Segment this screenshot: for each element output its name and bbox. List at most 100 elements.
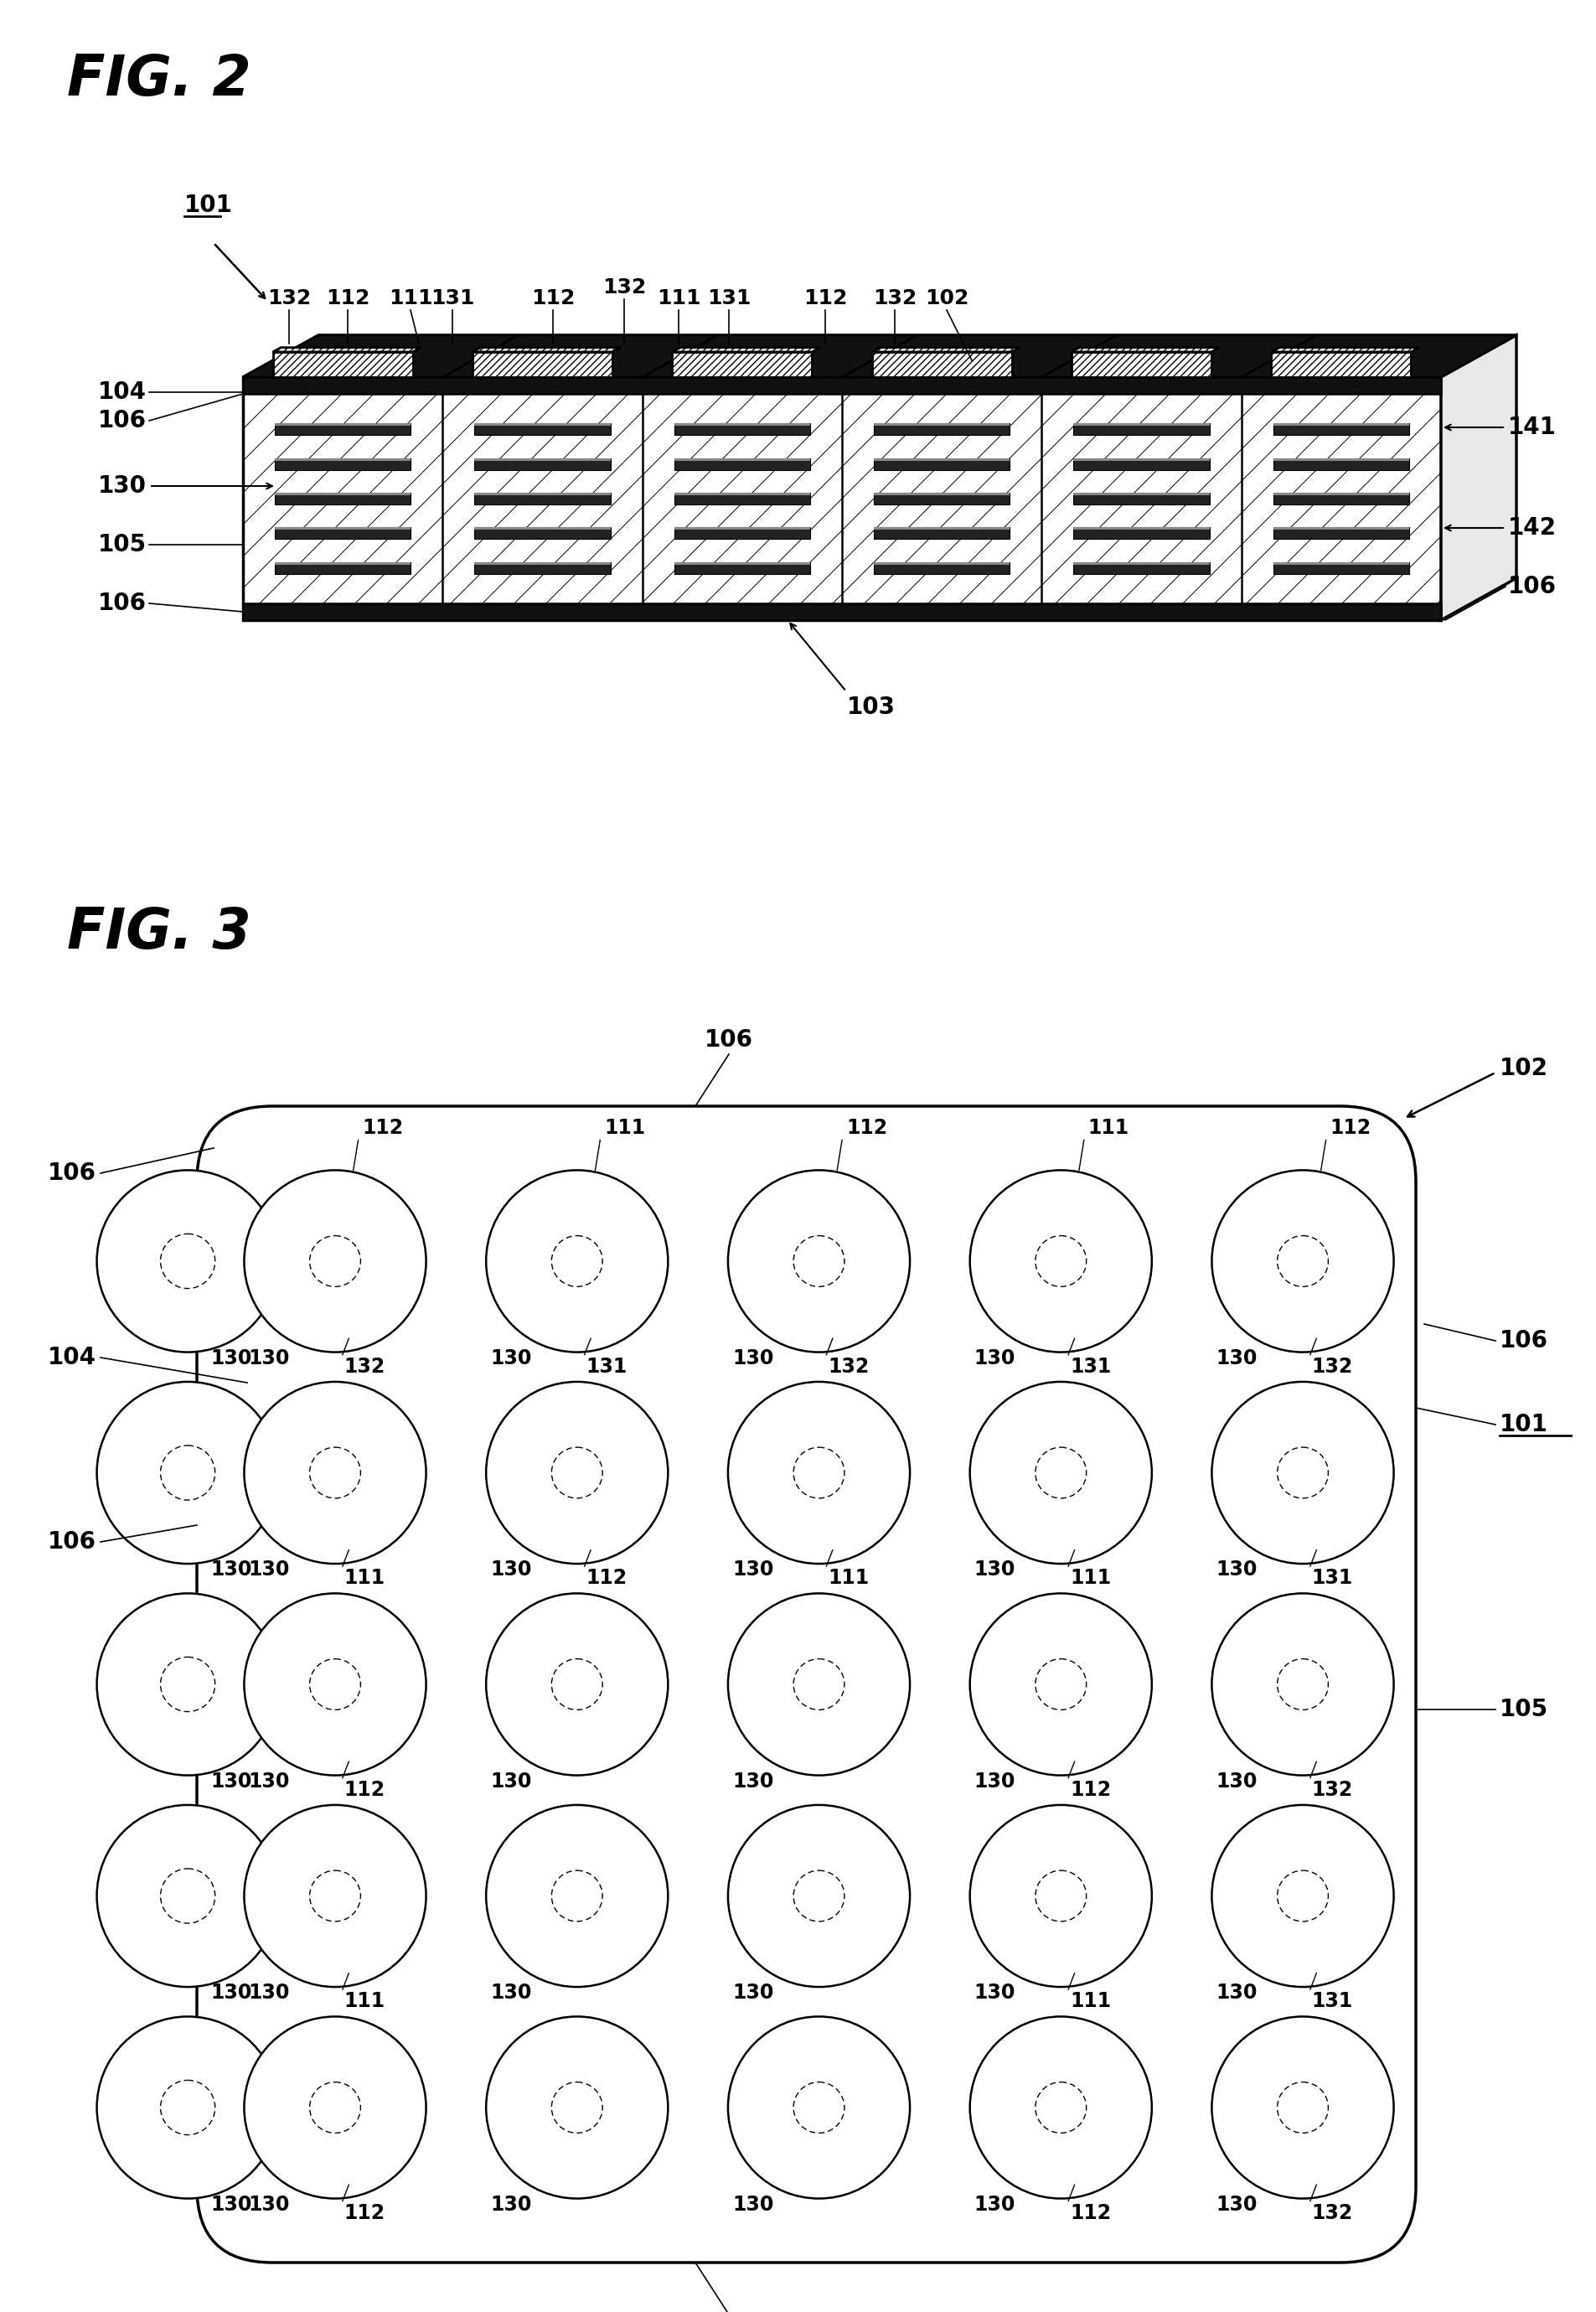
- Text: 112: 112: [586, 1568, 627, 1588]
- Circle shape: [244, 1170, 426, 1353]
- Polygon shape: [275, 562, 410, 573]
- Text: 130: 130: [249, 1561, 289, 1579]
- Polygon shape: [243, 335, 1516, 377]
- Polygon shape: [674, 527, 809, 529]
- Polygon shape: [1073, 458, 1208, 460]
- Polygon shape: [1272, 458, 1408, 469]
- Polygon shape: [273, 347, 420, 351]
- Text: 112: 112: [345, 2203, 385, 2222]
- Text: 131: 131: [707, 289, 750, 307]
- Text: 111: 111: [1069, 1568, 1111, 1588]
- Text: FIG. 2: FIG. 2: [67, 51, 251, 106]
- Text: 111: 111: [603, 1119, 645, 1138]
- Circle shape: [969, 1383, 1151, 1563]
- Polygon shape: [1073, 458, 1208, 469]
- Circle shape: [485, 1383, 667, 1563]
- Polygon shape: [474, 527, 610, 529]
- Text: 130: 130: [974, 1771, 1015, 1792]
- Polygon shape: [873, 562, 1009, 564]
- Polygon shape: [243, 335, 1516, 377]
- Polygon shape: [674, 423, 809, 425]
- Polygon shape: [674, 458, 809, 460]
- Circle shape: [97, 1593, 279, 1776]
- Text: 111: 111: [345, 1991, 385, 2011]
- Text: 130: 130: [1216, 1561, 1256, 1579]
- Polygon shape: [474, 527, 610, 539]
- Text: 130: 130: [974, 1984, 1015, 2002]
- Text: 112: 112: [531, 289, 575, 307]
- Circle shape: [97, 1170, 279, 1353]
- Polygon shape: [275, 423, 410, 425]
- Circle shape: [485, 2016, 667, 2199]
- Polygon shape: [1270, 347, 1419, 351]
- Text: 111: 111: [388, 289, 433, 307]
- Polygon shape: [1270, 351, 1411, 377]
- Circle shape: [728, 2016, 910, 2199]
- Polygon shape: [1272, 527, 1408, 529]
- Polygon shape: [873, 562, 1009, 573]
- Polygon shape: [1272, 562, 1408, 564]
- Text: 132: 132: [873, 289, 916, 307]
- Polygon shape: [275, 423, 410, 435]
- Text: 131: 131: [1312, 1568, 1352, 1588]
- Text: 130: 130: [733, 1984, 772, 2002]
- Text: FIG. 3: FIG. 3: [67, 904, 251, 959]
- Text: 132: 132: [602, 277, 646, 298]
- Text: 130: 130: [733, 1771, 772, 1792]
- Circle shape: [969, 1170, 1151, 1353]
- Circle shape: [97, 1806, 279, 1986]
- Polygon shape: [1272, 423, 1408, 425]
- Text: 111: 111: [828, 1568, 868, 1588]
- Text: 130: 130: [490, 1348, 531, 1369]
- Text: 106: 106: [1507, 576, 1556, 599]
- Text: 130: 130: [211, 1561, 252, 1579]
- Circle shape: [485, 1806, 667, 1986]
- Text: 105: 105: [97, 534, 147, 557]
- Polygon shape: [1272, 527, 1408, 539]
- Circle shape: [728, 1806, 910, 1986]
- Polygon shape: [275, 527, 410, 539]
- Text: 101: 101: [184, 194, 233, 217]
- Text: 132: 132: [1312, 1780, 1352, 1799]
- Text: 111: 111: [1087, 1119, 1128, 1138]
- Polygon shape: [1272, 492, 1408, 495]
- Text: 111: 111: [656, 289, 701, 307]
- Polygon shape: [275, 458, 410, 469]
- Polygon shape: [873, 458, 1009, 460]
- Polygon shape: [1073, 423, 1208, 435]
- Polygon shape: [873, 458, 1009, 469]
- Circle shape: [485, 1593, 667, 1776]
- Polygon shape: [1073, 527, 1208, 529]
- Polygon shape: [474, 562, 610, 573]
- Polygon shape: [1073, 562, 1208, 564]
- Text: 104: 104: [48, 1346, 96, 1369]
- Polygon shape: [474, 492, 610, 495]
- Text: 132: 132: [267, 289, 311, 307]
- Text: 132: 132: [1312, 2203, 1352, 2222]
- Text: 112: 112: [803, 289, 847, 307]
- Text: 106: 106: [97, 592, 147, 615]
- Circle shape: [244, 1593, 426, 1776]
- Text: 105: 105: [1499, 1697, 1548, 1720]
- Text: 142: 142: [1507, 516, 1556, 539]
- Circle shape: [1211, 1593, 1393, 1776]
- Text: 130: 130: [974, 1561, 1015, 1579]
- Polygon shape: [674, 458, 809, 469]
- Text: 141: 141: [1507, 416, 1556, 439]
- Polygon shape: [474, 492, 610, 504]
- Polygon shape: [275, 527, 410, 529]
- Polygon shape: [873, 527, 1009, 539]
- Polygon shape: [1073, 492, 1208, 495]
- Polygon shape: [873, 527, 1009, 529]
- Polygon shape: [275, 492, 410, 504]
- Circle shape: [728, 1593, 910, 1776]
- Polygon shape: [674, 492, 809, 495]
- Text: 132: 132: [345, 1357, 385, 1376]
- Circle shape: [97, 2016, 279, 2199]
- Circle shape: [969, 2016, 1151, 2199]
- Polygon shape: [871, 351, 1012, 377]
- Text: 102: 102: [924, 289, 969, 307]
- Text: 130: 130: [1216, 1771, 1256, 1792]
- Polygon shape: [873, 492, 1009, 495]
- Polygon shape: [674, 562, 809, 573]
